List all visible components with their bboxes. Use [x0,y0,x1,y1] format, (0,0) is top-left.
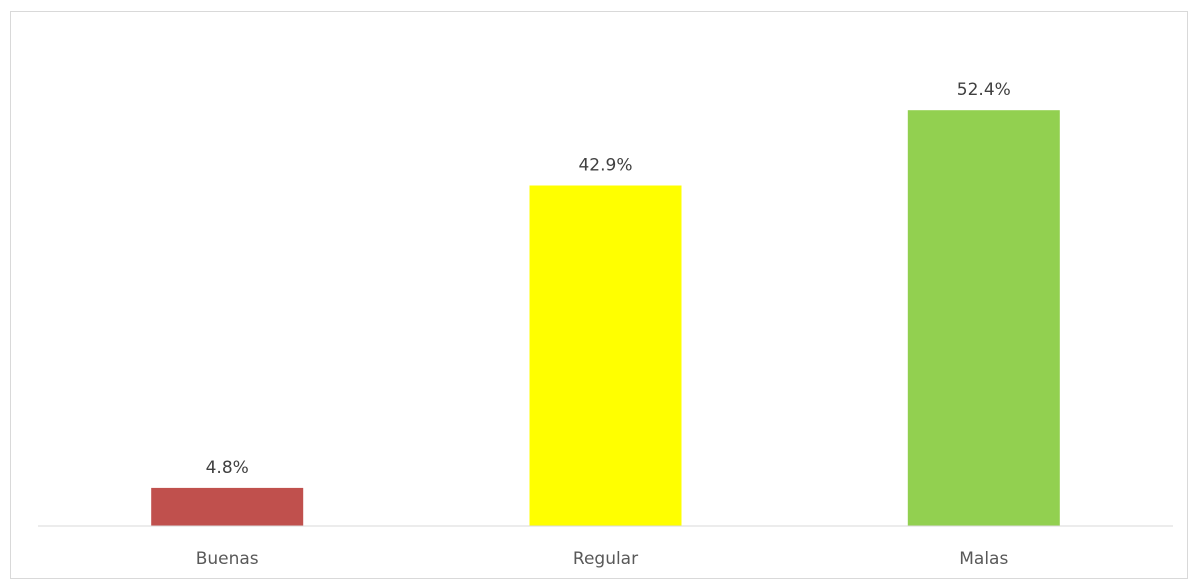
labels-layer: 4.8% 42.9% 52.4% [206,80,1011,478]
data-label-buenas: 4.8% [206,458,249,478]
x-tick-label-regular: Regular [573,549,638,569]
bar-regular [529,185,682,526]
data-label-malas: 52.4% [957,80,1011,100]
bar-malas [907,110,1060,526]
bars-layer [151,110,1060,526]
bar-buenas [151,487,304,526]
x-tick-label-malas: Malas [959,549,1008,569]
data-label-regular: 42.9% [578,156,632,176]
x-tick-label-buenas: Buenas [196,549,259,569]
x-tick-labels: Buenas Regular Malas [196,549,1009,569]
